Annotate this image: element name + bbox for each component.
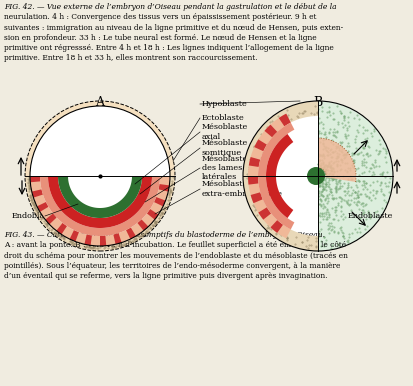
Text: Hypoblaste: Hypoblaste [202, 100, 248, 108]
Polygon shape [70, 230, 79, 242]
Polygon shape [248, 176, 259, 185]
Text: B: B [313, 95, 323, 108]
Text: pointillés). Sous l’équateur, les territoires de l’endo-mésoderme convergent, à : pointillés). Sous l’équateur, les territ… [4, 262, 340, 270]
Polygon shape [84, 235, 92, 245]
Text: neurulation. 4 h : Convergence des tissus vers un épaississement postérieur. 9 h: neurulation. 4 h : Convergence des tissu… [4, 13, 316, 21]
Polygon shape [26, 176, 174, 250]
Text: FIG. 43. — Carte des territoires présomptifs du blastoderme de l’embryon d’Oisea: FIG. 43. — Carte des territoires présomp… [4, 231, 325, 239]
Polygon shape [243, 101, 318, 251]
Polygon shape [30, 176, 170, 246]
Polygon shape [318, 101, 393, 251]
Polygon shape [48, 176, 152, 228]
Polygon shape [100, 236, 106, 246]
Text: sion en profondeur. 33 h : Le tube neural est formé. Le nœud de Hensen et la lig: sion en profondeur. 33 h : Le tube neura… [4, 34, 317, 42]
Text: Endoblaste: Endoblaste [348, 212, 393, 220]
Text: Mésoblaste
extra-embryonnaire: Mésoblaste extra-embryonnaire [202, 180, 283, 198]
Polygon shape [126, 227, 136, 239]
Circle shape [25, 101, 175, 251]
Text: A : avant la ponte. B : vers 12 h d’incubation. Le feuillet superficiel a été en: A : avant la ponte. B : vers 12 h d’incu… [4, 241, 346, 249]
Polygon shape [32, 190, 43, 198]
Text: primitive. Entre 18 h et 33 h, elles montrent son raccourcissement.: primitive. Entre 18 h et 33 h, elles mon… [4, 54, 257, 63]
Polygon shape [30, 106, 170, 176]
Polygon shape [58, 176, 142, 218]
Polygon shape [25, 101, 175, 251]
Circle shape [307, 167, 325, 185]
Polygon shape [254, 139, 267, 151]
Text: d’un éventail qui se referme, vers la ligne primitive puis divergent après invag: d’un éventail qui se referme, vers la li… [4, 272, 328, 280]
Text: Endoblaste: Endoblaste [12, 212, 57, 220]
Polygon shape [258, 122, 294, 229]
Polygon shape [266, 134, 293, 218]
Polygon shape [30, 176, 40, 182]
Polygon shape [251, 192, 263, 203]
Polygon shape [113, 233, 122, 244]
Circle shape [30, 106, 170, 246]
Text: Ectoblaste: Ectoblaste [202, 114, 245, 122]
Polygon shape [147, 209, 159, 220]
Polygon shape [318, 138, 356, 182]
Text: Mésoblaste
axial: Mésoblaste axial [202, 124, 248, 141]
Polygon shape [138, 219, 148, 231]
Polygon shape [56, 223, 67, 234]
Text: A: A [95, 95, 104, 108]
Polygon shape [279, 113, 291, 126]
Text: Mésoblaste
des lames
latérales: Mésoblaste des lames latérales [202, 155, 248, 181]
Polygon shape [271, 220, 283, 233]
Text: FIG. 42. — Vue externe de l’embryon d’Oiseau pendant la gastrulation et le début: FIG. 42. — Vue externe de l’embryon d’Oi… [4, 3, 337, 11]
Polygon shape [249, 157, 260, 167]
Text: droit du schéma pour montrer les mouvements de l’endoblaste et du mésoblaste (tr: droit du schéma pour montrer les mouveme… [4, 252, 348, 260]
Text: suivantes : immigration au niveau de la ligne primitive et du nœud de Hensen, pu: suivantes : immigration au niveau de la … [4, 24, 343, 32]
Polygon shape [159, 184, 169, 191]
Text: primitive ont régresssé. Entre 4 h et 18 h : Les lignes indiquent l’allogement d: primitive ont régresssé. Entre 4 h et 18… [4, 44, 334, 52]
Circle shape [243, 101, 393, 251]
Polygon shape [154, 197, 166, 207]
Polygon shape [264, 125, 277, 137]
Polygon shape [40, 176, 160, 236]
Polygon shape [45, 213, 57, 224]
Polygon shape [248, 113, 291, 239]
Polygon shape [37, 202, 48, 212]
Polygon shape [258, 207, 271, 220]
Text: Mésoblaste
somitique: Mésoblaste somitique [202, 139, 248, 157]
